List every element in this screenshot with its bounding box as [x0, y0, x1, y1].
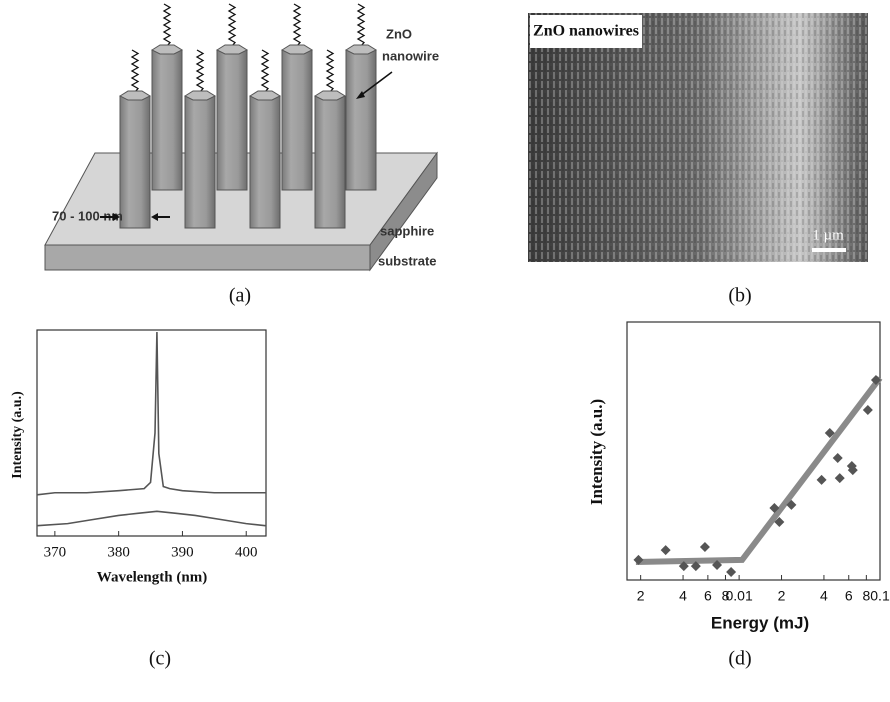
- data-point: [824, 427, 835, 438]
- x-tick-label: 8: [862, 588, 870, 604]
- spectrum-line: [36, 332, 266, 496]
- arrow: [359, 71, 393, 97]
- data-point: [699, 541, 710, 552]
- substrate-front: [44, 244, 371, 271]
- panel-label: (a): [229, 285, 251, 307]
- data-point: [712, 560, 723, 571]
- schematic: ZnO nanowire 70 - 100 nm sapphire substr…: [44, 3, 439, 272]
- nanowire: [249, 95, 281, 229]
- x-tick-label: 0.1: [870, 588, 890, 604]
- x-axis-label: Energy (mJ): [711, 613, 809, 632]
- data-point: [660, 545, 671, 556]
- data-point: [769, 503, 780, 514]
- y-axis-label: Intensity (a.u.): [10, 391, 25, 479]
- emission-wave: [195, 49, 205, 93]
- panel-label: (d): [728, 648, 751, 670]
- data-point: [786, 499, 797, 510]
- emission-wave: [130, 49, 140, 93]
- annotation: ZnO nanowires: [533, 23, 639, 40]
- x-axis-label: Wavelength (nm): [97, 569, 207, 585]
- x-tick-label: 400: [235, 544, 258, 560]
- emission-wave: [260, 49, 270, 93]
- panel-label: (c): [149, 648, 171, 670]
- micrograph: ZnO nanowires 1 µm: [528, 13, 868, 262]
- nanowire-top: [313, 90, 347, 101]
- x-tick-label: 390: [171, 544, 194, 560]
- data-point: [847, 465, 858, 476]
- emission-wave: [292, 3, 302, 47]
- nanowire: [314, 95, 346, 229]
- nanowire: [119, 95, 151, 229]
- label-box: [530, 15, 642, 48]
- x-tick-label: 2: [637, 588, 645, 604]
- sem-texture: [528, 13, 868, 262]
- data-point: [633, 554, 644, 565]
- data-point: [726, 567, 737, 578]
- data-point: [870, 375, 881, 386]
- nanowire: [345, 49, 377, 191]
- data-point: [690, 561, 701, 572]
- data-point: [816, 474, 827, 485]
- scale-label: 1 µm: [812, 227, 844, 243]
- x-tick-label: 380: [107, 544, 130, 560]
- nanowire: [216, 49, 248, 191]
- annotation: substrate: [378, 253, 437, 268]
- plot-frame: [36, 329, 267, 537]
- y-axis-label: Intensity (a.u.): [587, 399, 606, 505]
- nanowire: [184, 95, 216, 229]
- annotation: 70 - 100 nm: [52, 208, 123, 223]
- data-point: [834, 473, 845, 484]
- nanowire-top: [150, 44, 184, 55]
- data-point: [862, 404, 873, 415]
- x-tick-label: 4: [679, 588, 687, 604]
- arrowhead: [356, 91, 365, 99]
- nanowire: [151, 49, 183, 191]
- nanowire-top: [344, 44, 378, 55]
- nanowire: [281, 49, 313, 191]
- nanowire-top: [118, 90, 152, 101]
- x-tick-label: 4: [820, 588, 828, 604]
- x-tick-label: 6: [704, 588, 712, 604]
- nanowire-top: [248, 90, 282, 101]
- plot-frame: [626, 321, 881, 581]
- nanowire-top: [215, 44, 249, 55]
- fit-line: [635, 376, 883, 565]
- arrowhead: [151, 213, 158, 221]
- substrate-side: [369, 151, 438, 272]
- nanowire-top: [183, 90, 217, 101]
- emission-wave: [356, 3, 366, 47]
- emission-wave: [227, 3, 237, 47]
- annotation: sapphire: [380, 223, 434, 238]
- annotation: ZnO: [386, 26, 412, 41]
- emission-wave: [325, 49, 335, 93]
- x-tick-label: 2: [778, 588, 786, 604]
- x-tick-label: 0.01: [725, 588, 752, 604]
- data-point: [774, 516, 785, 527]
- panel-label: (b): [728, 285, 751, 307]
- nanowires: [118, 3, 378, 229]
- annotation: nanowire: [382, 48, 439, 63]
- arrowhead: [113, 213, 120, 221]
- data-point: [678, 561, 689, 572]
- x-tick-label: 6: [845, 588, 853, 604]
- emission-wave: [162, 3, 172, 47]
- x-tick-label: 370: [44, 544, 67, 560]
- nanowire-top: [280, 44, 314, 55]
- data-point: [832, 452, 843, 463]
- x-tick-label: 8: [722, 588, 730, 604]
- spectrum-line: [36, 510, 266, 527]
